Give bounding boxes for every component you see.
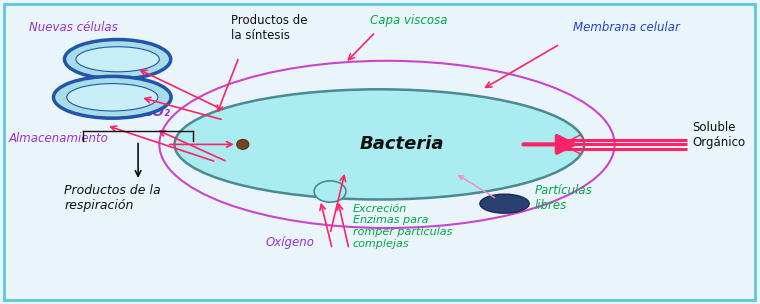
Text: Productos de la
respiración: Productos de la respiración — [65, 184, 161, 212]
Ellipse shape — [480, 194, 529, 213]
Text: Productos de
la síntesis: Productos de la síntesis — [231, 14, 308, 42]
Ellipse shape — [76, 47, 160, 72]
Text: H₂O: H₂O — [82, 105, 112, 119]
Text: Soluble
Orgánico: Soluble Orgánico — [692, 121, 745, 149]
Text: Nuevas células: Nuevas células — [29, 21, 118, 34]
Ellipse shape — [53, 76, 171, 118]
Text: Partículas
libres: Partículas libres — [535, 184, 593, 212]
Ellipse shape — [65, 40, 171, 79]
Text: Almacenamiento: Almacenamiento — [9, 132, 109, 145]
Text: Oxígeno: Oxígeno — [265, 236, 315, 249]
Text: Capa viscosa: Capa viscosa — [370, 14, 448, 27]
Text: Bacteria: Bacteria — [360, 135, 445, 154]
Text: Membrana celular: Membrana celular — [573, 21, 679, 34]
Text: CO₂: CO₂ — [143, 105, 171, 119]
Ellipse shape — [67, 84, 158, 111]
Text: Excreción
Enzimas para
romper partículas
complejas: Excreción Enzimas para romper partículas… — [353, 204, 452, 249]
Ellipse shape — [175, 89, 584, 199]
FancyBboxPatch shape — [4, 4, 755, 300]
Ellipse shape — [314, 181, 346, 202]
Ellipse shape — [236, 140, 249, 149]
